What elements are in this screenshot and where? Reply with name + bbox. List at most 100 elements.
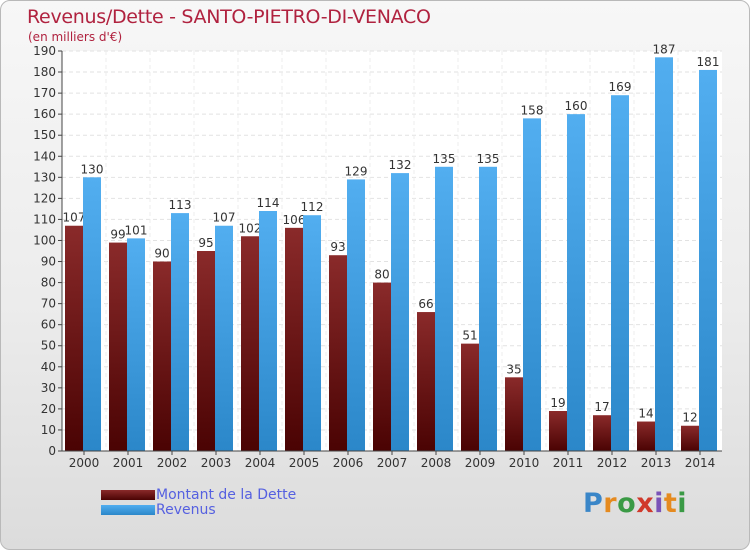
bar-revenus [391, 173, 409, 451]
y-tick-label: 90 [41, 255, 56, 269]
x-tick-label: 2002 [157, 456, 188, 470]
bar-revenus [567, 114, 585, 451]
data-label-dette: 80 [374, 268, 389, 282]
legend-swatch-revenus [101, 505, 155, 515]
x-tick-label: 2014 [685, 456, 716, 470]
bar-revenus [435, 166, 453, 451]
data-label-revenus: 101 [125, 223, 148, 237]
data-label-dette: 66 [418, 297, 433, 311]
x-tick-label: 2004 [245, 456, 276, 470]
y-tick-label: 30 [41, 381, 56, 395]
y-tick-label: 60 [41, 318, 56, 332]
y-tick-label: 10 [41, 423, 56, 437]
bar-dette [637, 421, 655, 451]
y-tick-label: 100 [33, 233, 56, 247]
bar-dette [505, 377, 523, 451]
data-label-dette: 107 [63, 211, 86, 225]
data-label-revenus: 129 [345, 164, 368, 178]
bar-dette [373, 282, 391, 451]
y-tick-label: 40 [41, 360, 56, 374]
bar-dette [241, 236, 259, 451]
data-label-revenus: 107 [213, 211, 236, 225]
data-label-revenus: 135 [433, 152, 456, 166]
bar-dette [549, 411, 567, 451]
bar-dette [329, 255, 347, 451]
bar-dette [461, 343, 479, 451]
bar-revenus [347, 179, 365, 451]
y-tick-label: 160 [33, 107, 56, 121]
bar-revenus [259, 211, 277, 451]
x-tick-label: 2012 [597, 456, 628, 470]
data-label-dette: 12 [682, 411, 697, 425]
y-tick-label: 130 [33, 170, 56, 184]
y-tick-label: 110 [33, 212, 56, 226]
chart-title: Revenus/Dette - SANTO-PIETRO-DI-VENACO [27, 6, 431, 28]
bar-revenus [523, 118, 541, 452]
data-label-dette: 90 [154, 247, 169, 261]
data-label-dette: 19 [550, 396, 565, 410]
bar-dette [417, 312, 435, 451]
y-tick-label: 20 [41, 402, 56, 416]
x-tick-label: 2007 [377, 456, 408, 470]
data-label-revenus: 181 [697, 55, 720, 69]
bar-revenus [479, 166, 497, 451]
y-tick-label: 70 [41, 297, 56, 311]
x-tick-label: 2011 [553, 456, 584, 470]
data-label-dette: 102 [239, 221, 262, 235]
data-label-dette: 17 [594, 400, 609, 414]
data-label-revenus: 130 [81, 162, 104, 176]
y-tick-label: 120 [33, 191, 56, 205]
data-label-dette: 14 [638, 407, 653, 421]
bar-dette [65, 225, 83, 451]
x-tick-label: 2003 [201, 456, 232, 470]
data-label-dette: 51 [462, 329, 477, 343]
bar-revenus [303, 215, 321, 451]
proxiti-logo: Proxiti [583, 488, 688, 519]
y-tick-label: 190 [33, 44, 56, 58]
x-tick-label: 2005 [289, 456, 320, 470]
y-tick-label: 0 [48, 444, 56, 458]
data-label-revenus: 132 [389, 158, 412, 172]
bar-revenus [83, 177, 101, 451]
data-label-revenus: 114 [257, 196, 280, 210]
legend-label-dette: Montant de la Dette [156, 487, 297, 503]
x-tick-label: 2000 [69, 456, 100, 470]
y-tick-label: 140 [33, 149, 56, 163]
bar-revenus [171, 213, 189, 451]
data-label-revenus: 187 [653, 42, 676, 56]
bar-revenus [699, 69, 717, 452]
data-label-revenus: 169 [609, 80, 632, 94]
legend-label-revenus: Revenus [156, 502, 216, 518]
data-label-dette: 99 [110, 228, 125, 242]
data-label-dette: 93 [330, 240, 345, 254]
data-label-revenus: 160 [565, 99, 588, 113]
x-tick-label: 2010 [509, 456, 540, 470]
bar-revenus [215, 225, 233, 451]
bar-dette [153, 261, 171, 451]
y-tick-label: 170 [33, 86, 56, 100]
bar-revenus [655, 57, 673, 451]
data-label-revenus: 113 [169, 198, 192, 212]
data-label-dette: 35 [506, 362, 521, 376]
legend-swatch-dette [101, 490, 155, 500]
x-tick-label: 2009 [465, 456, 496, 470]
x-tick-label: 2001 [113, 456, 144, 470]
bar-dette [593, 415, 611, 451]
bar-dette [197, 251, 215, 451]
y-tick-label: 50 [41, 339, 56, 353]
x-tick-label: 2013 [641, 456, 672, 470]
x-tick-label: 2006 [333, 456, 364, 470]
data-label-dette: 106 [283, 213, 306, 227]
chart-subtitle: (en milliers d'€) [28, 30, 123, 44]
y-tick-label: 150 [33, 128, 56, 142]
y-tick-label: 180 [33, 65, 56, 79]
bar-dette [681, 425, 699, 451]
bar-dette [285, 227, 303, 451]
data-label-revenus: 158 [521, 103, 544, 117]
data-label-revenus: 112 [301, 200, 324, 214]
bar-revenus [127, 238, 145, 451]
bar-revenus [611, 95, 629, 452]
bar-dette [109, 242, 127, 451]
